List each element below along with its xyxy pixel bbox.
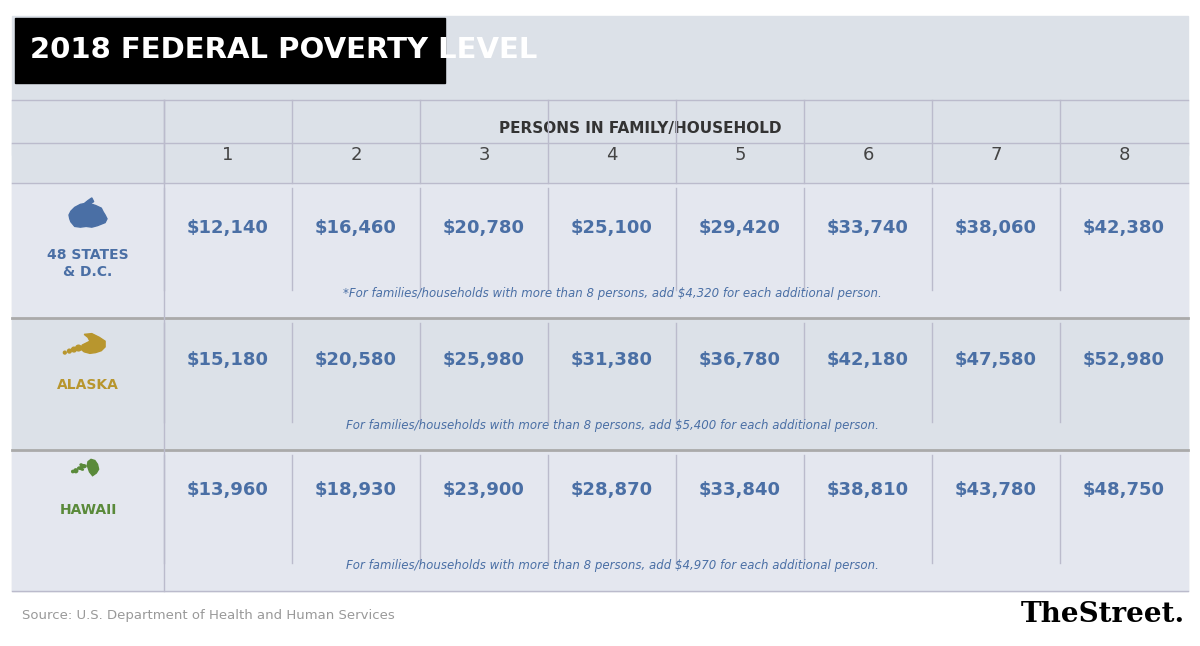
Text: $38,060: $38,060	[955, 219, 1037, 237]
Text: $42,380: $42,380	[1084, 219, 1165, 237]
Text: $16,460: $16,460	[316, 219, 397, 237]
Bar	[12, 100, 1188, 155]
Text: $25,100: $25,100	[571, 219, 653, 237]
Ellipse shape	[80, 468, 83, 470]
Text: $13,960: $13,960	[187, 481, 269, 499]
Text: $20,580: $20,580	[314, 351, 397, 369]
Text: $31,380: $31,380	[571, 351, 653, 369]
Circle shape	[67, 349, 71, 353]
Text: $23,900: $23,900	[443, 481, 524, 499]
Bar	[12, 318, 1188, 450]
Text: 1: 1	[222, 146, 234, 164]
Polygon shape	[70, 198, 107, 227]
Text: $38,810: $38,810	[827, 481, 910, 499]
Text: 48 STATES
& D.C.: 48 STATES & D.C.	[47, 248, 128, 279]
Bar	[12, 16, 1188, 591]
Text: TheStreet.: TheStreet.	[1021, 601, 1186, 629]
Ellipse shape	[78, 467, 82, 469]
Text: $42,180: $42,180	[827, 351, 910, 369]
Polygon shape	[80, 333, 106, 353]
Circle shape	[76, 345, 82, 351]
Text: For families/households with more than 8 persons, add $5,400 for each additional: For families/households with more than 8…	[346, 419, 878, 432]
Text: *For families/households with more than 8 persons, add $4,320 for each additiona: *For families/households with more than …	[343, 286, 881, 300]
Circle shape	[74, 469, 78, 473]
Text: 2: 2	[350, 146, 361, 164]
Text: Source: U.S. Department of Health and Human Services: Source: U.S. Department of Health and Hu…	[22, 609, 395, 623]
Text: ALASKA: ALASKA	[58, 378, 119, 392]
Text: $29,420: $29,420	[700, 219, 781, 237]
Text: 4: 4	[606, 146, 618, 164]
Text: $36,780: $36,780	[698, 351, 781, 369]
Text: For families/households with more than 8 persons, add $4,970 for each additional: For families/households with more than 8…	[346, 559, 878, 572]
Bar	[12, 143, 1188, 183]
Text: 6: 6	[863, 146, 874, 164]
Text: HAWAII: HAWAII	[59, 503, 116, 517]
Bar	[12, 183, 1188, 318]
Text: $48,750: $48,750	[1084, 481, 1165, 499]
Circle shape	[72, 347, 77, 352]
Ellipse shape	[80, 464, 86, 468]
Text: $15,180: $15,180	[187, 351, 269, 369]
Text: $47,580: $47,580	[955, 351, 1037, 369]
Text: $12,140: $12,140	[187, 219, 269, 237]
Circle shape	[72, 470, 74, 473]
Text: $33,840: $33,840	[698, 481, 781, 499]
Text: $25,980: $25,980	[443, 351, 526, 369]
Polygon shape	[88, 459, 98, 475]
Bar	[14, 18, 445, 83]
Text: $28,870: $28,870	[571, 481, 653, 499]
Ellipse shape	[80, 464, 83, 465]
Text: 8: 8	[1118, 146, 1129, 164]
Text: $33,740: $33,740	[827, 219, 908, 237]
Text: PERSONS IN FAMILY/HOUSEHOLD: PERSONS IN FAMILY/HOUSEHOLD	[499, 121, 781, 136]
Text: $18,930: $18,930	[314, 481, 397, 499]
Text: $43,780: $43,780	[955, 481, 1037, 499]
Bar	[12, 450, 1188, 591]
Text: $52,980: $52,980	[1084, 351, 1165, 369]
Circle shape	[64, 351, 66, 354]
Text: 3: 3	[479, 146, 490, 164]
Text: 7: 7	[990, 146, 1002, 164]
Text: 2018 FEDERAL POVERTY LEVEL: 2018 FEDERAL POVERTY LEVEL	[30, 37, 538, 65]
Text: $20,780: $20,780	[443, 219, 526, 237]
Text: 5: 5	[734, 146, 745, 164]
